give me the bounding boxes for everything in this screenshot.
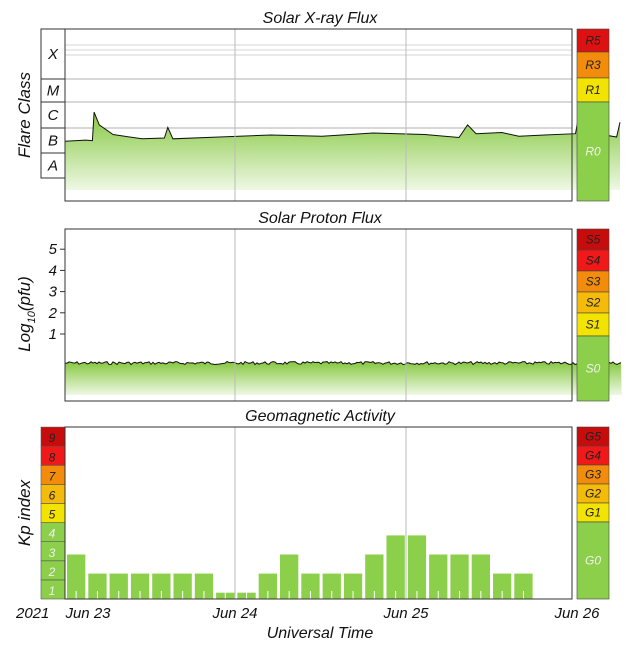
scale-label: G5 xyxy=(585,430,601,444)
scale-cell xyxy=(576,51,610,79)
flare-class-label: A xyxy=(47,158,58,175)
kp-level-label: 7 xyxy=(49,469,57,483)
kp-bar xyxy=(450,554,469,599)
kp-bar xyxy=(322,573,341,599)
scale-label: G1 xyxy=(585,506,601,520)
scale-cell xyxy=(576,101,610,202)
proton-y-ticks: 1 2 3 4 5 xyxy=(48,241,65,343)
scale-label: G4 xyxy=(585,449,601,463)
scale-label: R3 xyxy=(585,58,601,72)
kp-level-label: 1 xyxy=(49,584,56,598)
kp-bar xyxy=(407,535,427,599)
kp-bar xyxy=(194,573,214,599)
kp-ylabel: Kp index xyxy=(15,479,34,546)
proton-panel-title: Solar Proton Flux xyxy=(258,210,383,227)
flare-class-label: C xyxy=(48,107,59,124)
flare-class-box xyxy=(40,28,66,80)
proton-grid xyxy=(234,229,407,401)
kp-bar xyxy=(493,573,512,599)
kp-bar xyxy=(130,573,150,599)
flare-class-label: X xyxy=(47,46,59,63)
radiation-storm-scale: S5 S4 S3 S2 S1 S0 xyxy=(576,228,610,402)
flare-class-box xyxy=(40,152,66,179)
proton-ylabel: Log10(pfu) xyxy=(15,276,38,352)
kp-bar xyxy=(88,573,107,599)
kp-level-label: 8 xyxy=(49,450,56,464)
x-axis-label: Universal Time xyxy=(267,625,374,642)
x-tick-jun25: Jun 25 xyxy=(382,605,429,622)
kp-level-label: 9 xyxy=(49,431,56,445)
proton-ylabel-sub: 10 xyxy=(26,310,38,323)
kp-bar xyxy=(301,573,320,599)
kp-bar xyxy=(514,573,533,599)
scale-label: G2 xyxy=(585,487,601,501)
scale-label: G3 xyxy=(585,468,601,482)
x-tick-jun23: Jun 23 xyxy=(64,605,111,622)
proton-tick-label: 4 xyxy=(49,262,57,279)
scale-cell xyxy=(576,335,610,402)
kp-grid xyxy=(234,427,407,599)
kp-level-label: 3 xyxy=(49,546,56,560)
geomag-panel-title: Geomagnetic Activity xyxy=(245,408,396,425)
proton-ylabel-tail: (pfu) xyxy=(15,276,34,311)
flare-class-label: M xyxy=(47,83,60,100)
scale-label: S5 xyxy=(586,233,601,247)
xray-grid xyxy=(234,29,407,201)
radio-blackout-scale: R5 R3 R1 R0 xyxy=(576,28,610,202)
kp-bar xyxy=(67,554,86,599)
xray-ylabel: Flare Class xyxy=(15,72,34,158)
x-tick-jun26: Jun 26 xyxy=(553,605,600,622)
x-tick-jun24: Jun 24 xyxy=(211,605,257,622)
scale-cell xyxy=(576,521,610,600)
proton-tick-label: 5 xyxy=(49,241,58,258)
proton-ylabel-base: Log xyxy=(15,323,34,352)
kp-bar xyxy=(258,573,277,599)
scale-label: R1 xyxy=(585,83,600,97)
proton-flux-line xyxy=(64,360,622,366)
scale-label: R0 xyxy=(585,145,601,159)
x-year-label: 2021 xyxy=(15,605,49,622)
proton-tick-label: 1 xyxy=(49,326,57,343)
kp-level-label: 5 xyxy=(49,508,56,522)
kp-plot: 1 2 3 4 5 6 7 8 9 G5 G4 G3 G2 G1 G0 xyxy=(40,426,610,600)
kp-bar xyxy=(280,554,299,599)
proton-flux-area xyxy=(65,361,622,395)
kp-bar xyxy=(109,573,128,599)
kp-level-label: 6 xyxy=(49,489,56,503)
scale-label: S4 xyxy=(586,254,601,268)
kp-level-label: 2 xyxy=(48,565,56,579)
proton-tick-label: 3 xyxy=(49,284,58,301)
kp-bar xyxy=(152,573,171,599)
kp-plot-frame xyxy=(64,426,573,600)
scale-label: G0 xyxy=(585,554,601,568)
kp-bar xyxy=(343,573,363,599)
kp-bar xyxy=(386,535,405,599)
kp-bar xyxy=(173,573,192,599)
xray-flux-area xyxy=(65,112,620,190)
scale-cell xyxy=(576,77,610,103)
geomagnetic-storm-scale: G5 G4 G3 G2 G1 G0 xyxy=(576,426,610,600)
kp-bars xyxy=(67,535,533,599)
proton-plot-frame xyxy=(64,228,573,402)
scale-label: S1 xyxy=(586,318,601,332)
scale-label: S3 xyxy=(586,275,601,289)
proton-plot: 1 2 3 4 5 S5 S4 S3 S2 S1 S0 xyxy=(48,228,622,402)
xray-panel-title: Solar X-ray Flux xyxy=(263,10,379,27)
kp-bar xyxy=(471,554,490,599)
kp-bar xyxy=(365,554,384,599)
flare-class-label: B xyxy=(48,133,58,150)
scale-label: S0 xyxy=(586,362,601,376)
kp-bar xyxy=(429,554,448,599)
scale-label: S2 xyxy=(586,296,601,310)
proton-tick-label: 2 xyxy=(48,305,58,322)
xray-plot-frame xyxy=(64,28,573,202)
kp-level-label: 4 xyxy=(49,527,56,541)
kp-level-column: 1 2 3 4 5 6 7 8 9 xyxy=(40,426,66,600)
scale-label: R5 xyxy=(585,34,601,48)
